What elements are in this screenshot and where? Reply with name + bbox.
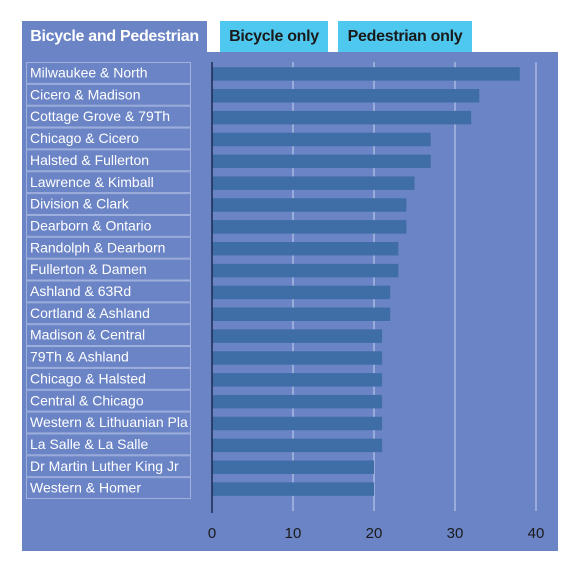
bar	[212, 373, 382, 387]
bar	[212, 264, 398, 278]
category-label: Fullerton & Damen	[30, 261, 147, 277]
bar	[212, 242, 398, 256]
category-label: Ashland & 63Rd	[30, 283, 131, 299]
category-label: 79Th & Ashland	[30, 349, 129, 365]
bar	[212, 176, 415, 190]
category-label: Cottage Grove & 79Th	[30, 108, 170, 124]
category-label: Halsted & Fullerton	[30, 152, 149, 168]
tab-bicycle-and-pedestrian[interactable]: Bicycle and Pedestrian	[22, 21, 207, 52]
category-label: Milwaukee & North	[30, 65, 148, 81]
tab-pedestrian-only[interactable]: Pedestrian only	[338, 21, 472, 52]
bar	[212, 133, 431, 147]
bar	[212, 111, 471, 125]
category-label: Chicago & Cicero	[30, 130, 139, 146]
category-label: Division & Clark	[30, 196, 130, 212]
bar	[212, 417, 382, 431]
category-label: La Salle & La Salle	[30, 436, 149, 452]
category-label: Cicero & Madison	[30, 86, 141, 102]
bar	[212, 439, 382, 453]
bar	[212, 460, 374, 474]
category-label: Cortland & Ashland	[30, 305, 150, 321]
bar	[212, 308, 390, 322]
bar	[212, 155, 431, 169]
x-tick-label: 20	[366, 525, 383, 542]
tab-bicycle-only[interactable]: Bicycle only	[220, 21, 328, 52]
category-label: Western & Lithuanian Pla	[30, 414, 188, 430]
category-label: Madison & Central	[30, 327, 145, 343]
category-label: Dr Martin Luther King Jr	[30, 458, 179, 474]
bar	[212, 395, 382, 409]
x-tick-label: 40	[528, 525, 545, 542]
x-tick-label: 10	[285, 525, 302, 542]
category-label: Chicago & Halsted	[30, 370, 146, 386]
chart-panel: Milwaukee & North Cicero & Madison Cottage…	[22, 52, 558, 551]
category-label: Western & Homer	[30, 480, 141, 496]
bar	[212, 286, 390, 300]
x-tick-label: 30	[447, 525, 464, 542]
category-label: Central & Chicago	[30, 392, 144, 408]
bar	[212, 329, 382, 343]
bar-chart: Milwaukee & North Cicero & Madison Cottage…	[22, 52, 558, 551]
category-label: Randolph & Dearborn	[30, 239, 165, 255]
bar	[212, 67, 520, 81]
bar	[212, 351, 382, 365]
label-column-gutter	[191, 60, 211, 513]
x-tick-label: 0	[208, 525, 216, 542]
category-label: Dearborn & Ontario	[30, 217, 152, 233]
bar	[212, 198, 406, 212]
category-label: Lawrence & Kimball	[30, 174, 154, 190]
bar	[212, 482, 374, 496]
bar	[212, 89, 479, 103]
bar	[212, 220, 406, 234]
